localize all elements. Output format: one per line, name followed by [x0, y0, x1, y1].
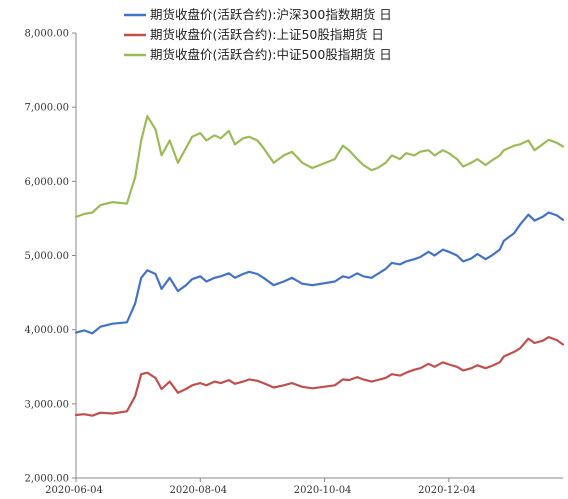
series-line-1	[74, 211, 565, 335]
x-ticks: 2020-06-04 2020-08-04 2020-10-04 2020-12-04	[45, 478, 476, 496]
y-tick-label: 3,000.00	[24, 399, 69, 410]
series-line-3	[74, 114, 565, 218]
y-tick-label: 8,000.00	[24, 29, 69, 40]
series-layer	[74, 114, 565, 417]
x-tick-label: 2020-12-04	[418, 485, 476, 496]
y-tick-label: 7,000.00	[24, 103, 69, 114]
x-tick-label: 2020-08-04	[169, 485, 227, 496]
series-line-2	[74, 336, 565, 417]
x-axis: 2020-06-04 2020-08-04 2020-10-04 2020-12-04	[45, 477, 563, 496]
legend: 期货收盘价(活跃合约):沪深300指数期货 日期货收盘价(活跃合约):上证50股…	[124, 7, 392, 62]
y-tick-label: 2,000.00	[24, 474, 69, 485]
legend-label-3: 期货收盘价(活跃合约):中证500股指期货 日	[150, 47, 392, 62]
y-tick-label: 4,000.00	[24, 325, 69, 336]
legend-label-2: 期货收盘价(活跃合约):上证50股指期货 日	[150, 27, 384, 42]
y-ticks: 2,000.00 3,000.00 4,000.00 5,000.00 6,000.00…	[24, 29, 76, 485]
x-tick-label: 2020-10-04	[294, 485, 352, 496]
y-axis: 2,000.00 3,000.00 4,000.00 5,000.00 6,000.00…	[24, 29, 77, 485]
y-tick-label: 6,000.00	[24, 177, 69, 188]
legend-label-1: 期货收盘价(活跃合约):沪深300指数期货 日	[150, 7, 392, 22]
x-tick-label: 2020-06-04	[45, 485, 103, 496]
y-tick-label: 5,000.00	[24, 251, 69, 262]
